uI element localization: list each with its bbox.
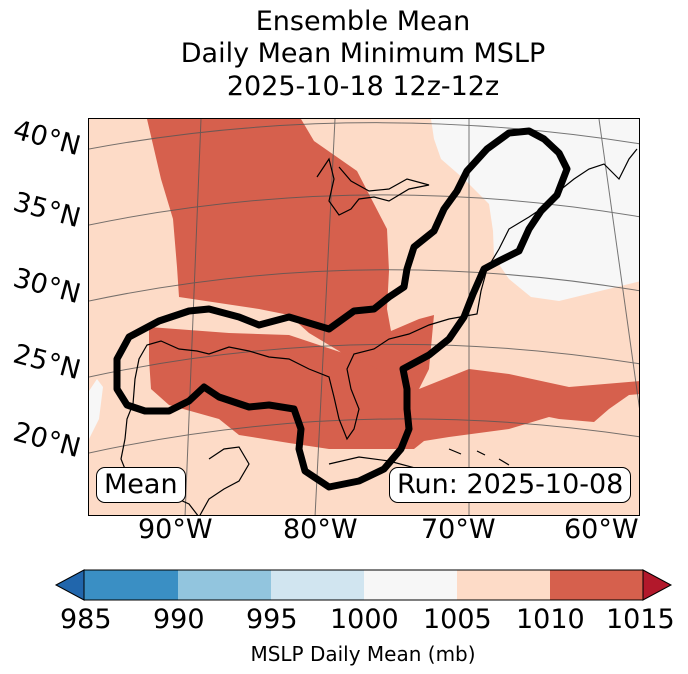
lat-line-40 — [89, 122, 639, 150]
lon-label-90: 90°W — [138, 514, 213, 545]
lat-line-20 — [89, 418, 639, 454]
colorbar-bin-985-990 — [84, 570, 178, 600]
lon-label-70: 70°W — [421, 514, 496, 545]
colorbar-tick-1015: 1015 — [606, 604, 675, 635]
colorbar-under-arrow — [54, 569, 85, 601]
region-1010-1015-north — [147, 119, 434, 389]
mean-label-box: Mean — [96, 467, 186, 503]
ensemble-contour — [113, 127, 571, 491]
graticule — [89, 119, 639, 515]
mslp-map — [89, 119, 639, 515]
colorbar-tick-985: 985 — [60, 604, 112, 635]
lon-line-80 — [314, 119, 336, 515]
coastline-caribbean-islands — [448, 448, 510, 466]
lat-line-25 — [89, 343, 639, 378]
colorbar-tick-995: 995 — [246, 604, 298, 635]
colorbar-bin-995-1000 — [271, 570, 364, 600]
title-line-3: 2025-10-18 12z-12z — [226, 71, 500, 102]
lat-label-25: 25°N — [9, 338, 84, 387]
colorbar-over-arrow — [642, 569, 673, 601]
run-date-box: Run: 2025-10-08 — [389, 467, 632, 503]
colorbar — [54, 569, 673, 601]
colorbar-frame — [83, 569, 644, 601]
region-1000-1005-west — [89, 379, 103, 439]
lat-line-35 — [89, 194, 639, 226]
lat-line-30 — [89, 269, 639, 302]
colorbar-tick-1010: 1010 — [516, 604, 585, 635]
coastline-new-england — [498, 148, 638, 250]
colorbar-bin-1000-1005 — [364, 570, 457, 600]
title-line-1: Ensemble Mean — [255, 6, 471, 37]
colorbar-bin-990-995 — [178, 570, 271, 600]
lat-label-40: 40°N — [9, 114, 84, 163]
map-panel — [88, 118, 640, 516]
region-1000-1005 — [431, 119, 639, 301]
colorbar-bin-1010-1015 — [550, 570, 643, 600]
coastline-yucatan — [199, 446, 250, 515]
lat-label-35: 35°N — [9, 186, 84, 235]
coastline-east-us — [124, 248, 500, 441]
lon-line-90 — [184, 119, 202, 515]
lon-line-60 — [598, 119, 639, 409]
colorbar-title: MSLP Daily Mean (mb) — [250, 642, 476, 666]
colorbar-tick-1005: 1005 — [423, 604, 492, 635]
lat-label-30: 30°N — [9, 262, 84, 311]
colorbar-tick-990: 990 — [153, 604, 205, 635]
colorbar-bin-1005-1010 — [457, 570, 550, 600]
lon-label-80: 80°W — [283, 514, 358, 545]
colorbar-tick-1000: 1000 — [330, 604, 399, 635]
lat-label-20: 20°N — [9, 416, 84, 465]
lon-label-60: 60°W — [564, 514, 639, 545]
coastline-great-lakes — [316, 157, 430, 216]
title-line-2: Daily Mean Minimum MSLP — [180, 38, 546, 69]
